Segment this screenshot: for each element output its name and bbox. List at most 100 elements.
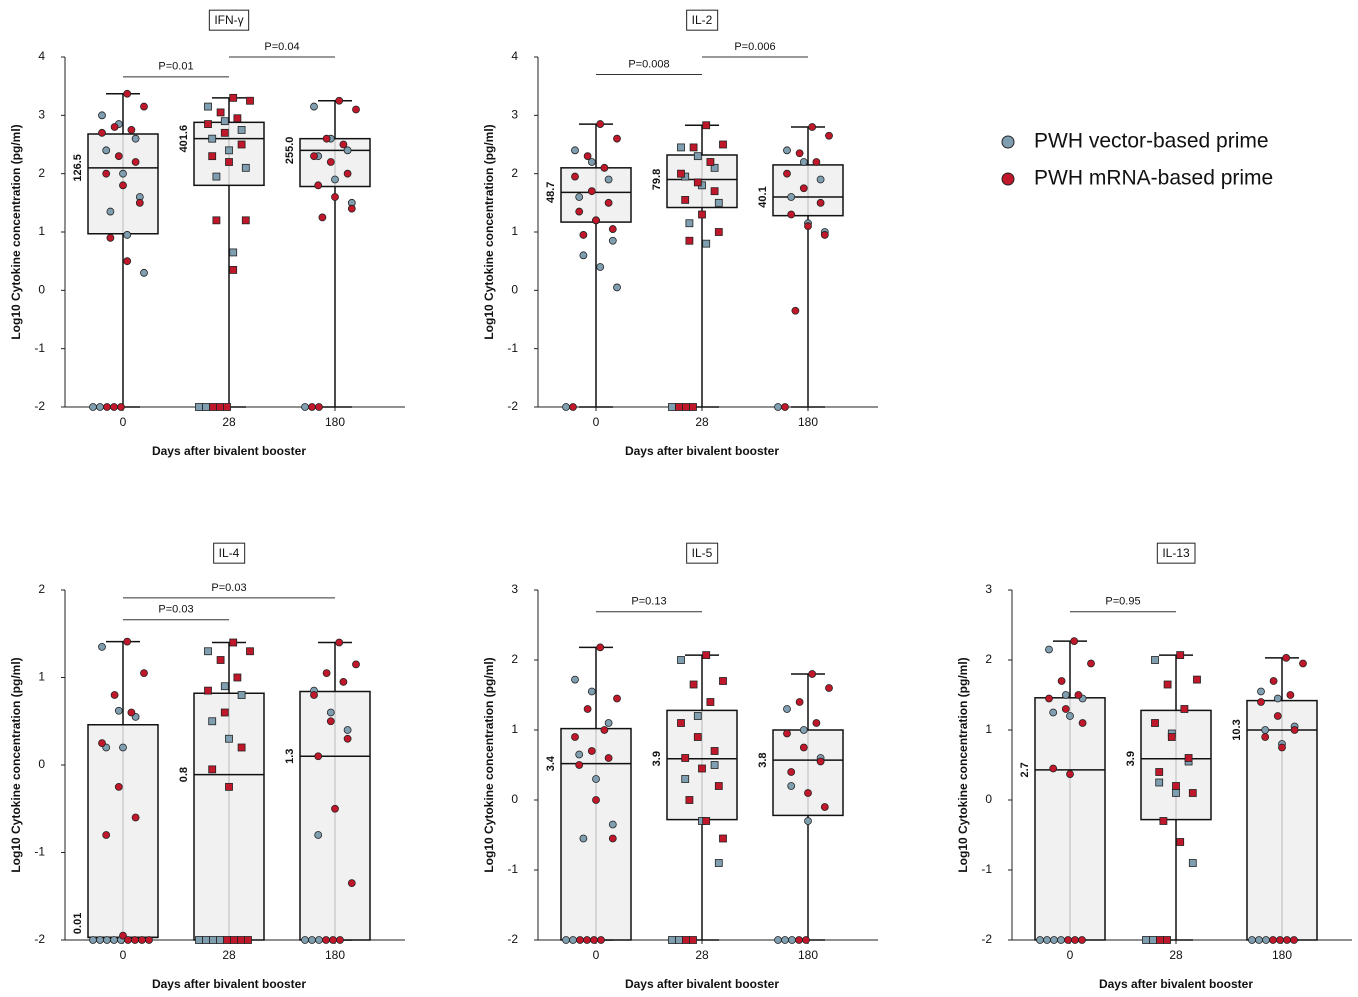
data-point	[216, 403, 224, 411]
data-point	[204, 102, 212, 111]
data-point	[562, 403, 570, 411]
median-label: 3.9	[651, 751, 663, 766]
data-point	[208, 765, 217, 774]
y-tick-label: 0	[511, 283, 518, 297]
y-tick-label: 2	[511, 166, 518, 180]
data-point	[114, 706, 123, 715]
data-point	[812, 719, 821, 727]
x-tick-label: 180	[325, 415, 345, 429]
data-point	[326, 717, 335, 726]
data-point	[783, 169, 791, 178]
data-point	[119, 743, 127, 752]
data-point	[98, 128, 106, 137]
data-point	[816, 175, 825, 184]
data-point	[689, 403, 697, 411]
data-point	[689, 680, 698, 689]
data-point	[1078, 719, 1087, 727]
data-point	[677, 719, 685, 727]
data-point	[562, 936, 570, 944]
median-label: 48.7	[545, 182, 557, 203]
data-point	[1074, 691, 1083, 699]
data-point	[596, 120, 605, 128]
data-point	[110, 403, 118, 411]
data-point	[1172, 782, 1180, 790]
data-point	[1156, 936, 1164, 944]
data-point	[689, 143, 698, 152]
box	[1246, 699, 1318, 941]
data-point	[791, 306, 800, 315]
data-point	[1257, 698, 1265, 706]
data-point	[1155, 778, 1164, 787]
data-point	[774, 936, 782, 944]
data-point	[587, 187, 596, 196]
chart-title: IL-4	[219, 546, 240, 560]
data-point	[131, 158, 140, 166]
box	[560, 727, 632, 941]
data-point	[600, 726, 609, 734]
data-point	[335, 96, 344, 105]
data-point	[1167, 733, 1176, 741]
data-point	[1057, 936, 1065, 944]
legend-label: PWH mRNA-based prime	[1034, 167, 1273, 190]
data-point	[339, 677, 348, 686]
data-point	[604, 719, 613, 727]
data-point	[119, 931, 127, 940]
data-point	[714, 782, 723, 790]
data-point	[225, 158, 233, 166]
x-tick-label: 0	[120, 948, 127, 962]
x-axis-label: Days after bivalent booster	[625, 444, 779, 458]
data-point	[613, 134, 621, 143]
y-tick-label: 0	[38, 283, 45, 297]
data-point	[1163, 680, 1172, 689]
data-point	[117, 403, 125, 411]
data-point	[1262, 936, 1270, 944]
data-point	[119, 181, 127, 190]
data-point	[246, 647, 254, 656]
data-point	[714, 859, 723, 867]
data-point	[600, 163, 609, 172]
data-point	[608, 834, 617, 843]
data-point	[795, 936, 803, 944]
data-point	[808, 123, 817, 131]
data-point	[326, 708, 335, 717]
data-point	[1045, 694, 1053, 703]
y-tick-label: -2	[981, 932, 992, 946]
data-point	[1151, 719, 1159, 727]
data-point	[347, 879, 356, 888]
data-point	[781, 403, 789, 411]
data-point	[322, 134, 331, 143]
data-point	[124, 936, 132, 944]
data-point	[596, 263, 605, 271]
data-point	[788, 936, 796, 944]
data-point	[1057, 677, 1066, 685]
data-point	[1282, 654, 1291, 662]
data-point	[1290, 726, 1299, 734]
data-point	[1176, 838, 1185, 846]
p-value: P=0.03	[211, 582, 246, 594]
x-axis-label: Days after bivalent booster	[1099, 977, 1253, 991]
data-point	[1045, 645, 1053, 654]
data-point	[702, 121, 711, 130]
median-label: 0.01	[72, 913, 84, 934]
data-point	[783, 729, 791, 738]
y-tick-label: -1	[34, 845, 45, 859]
data-point	[216, 108, 225, 117]
data-point	[229, 638, 238, 647]
data-point	[326, 158, 335, 166]
x-tick-label: 28	[222, 415, 236, 429]
data-point	[229, 248, 238, 257]
y-tick-label: 2	[985, 652, 992, 666]
data-point	[89, 936, 97, 944]
data-point	[322, 669, 331, 678]
data-point	[1261, 726, 1270, 734]
p-value: P=0.03	[158, 604, 193, 616]
median-label: 3.4	[545, 755, 557, 771]
data-point	[702, 817, 711, 825]
data-point	[106, 207, 115, 216]
data-point	[1261, 733, 1270, 741]
data-point	[1061, 705, 1070, 713]
y-tick-label: 1	[511, 722, 518, 736]
data-point	[98, 739, 106, 748]
data-point	[592, 775, 600, 783]
data-point	[576, 936, 584, 944]
